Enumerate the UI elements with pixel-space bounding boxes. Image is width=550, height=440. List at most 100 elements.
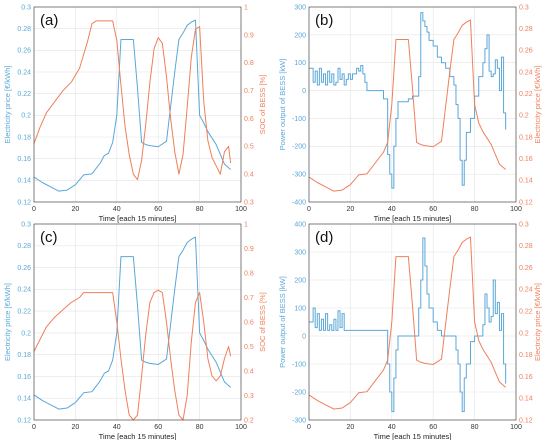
- left-tick-label: 400: [294, 221, 306, 228]
- left-tick-label: 0.16: [17, 374, 31, 381]
- left-tick-label: 0.22: [17, 91, 31, 98]
- plot-frame: [308, 223, 517, 421]
- left-tick-label: 0: [302, 333, 306, 340]
- right-axis-label: Electricity price [€/kWh]: [533, 283, 542, 361]
- right-axis-label: Electricity price [€/kWh]: [533, 66, 542, 144]
- left-tick-label: 0.18: [17, 134, 31, 141]
- left-tick-label: 0.2: [21, 113, 31, 120]
- right-tick-label: 0.2: [519, 113, 529, 120]
- left-tick-label: 0.26: [17, 265, 31, 272]
- panel-label: (b): [315, 12, 333, 29]
- x-tick-label: 60: [154, 206, 162, 213]
- right-tick-label: 0.4: [244, 172, 254, 179]
- left-axis-series-line: [309, 12, 507, 189]
- plot-area: [309, 7, 516, 202]
- left-tick-label: 0.16: [17, 156, 31, 163]
- left-tick-label: 0.2: [21, 330, 31, 337]
- left-tick-label: 100: [294, 305, 306, 312]
- right-tick-label: 0.3: [519, 4, 529, 11]
- right-axis-series-line: [33, 20, 232, 181]
- left-tick-label: 0.28: [17, 26, 31, 33]
- right-tick-label: 0.12: [519, 417, 533, 424]
- panel-label: (c): [40, 229, 58, 246]
- left-axis-series-line: [309, 237, 507, 413]
- right-tick-label: 0.3: [244, 199, 254, 206]
- x-tick-label: 0: [32, 424, 36, 431]
- x-tick-label: 80: [471, 424, 479, 431]
- x-tick-label: 100: [510, 206, 522, 213]
- left-tick-label: -300: [292, 172, 306, 179]
- x-tick-label: 100: [235, 424, 247, 431]
- x-tick-label: 80: [196, 424, 204, 431]
- x-axis-label: Time [each 15 minutes]: [99, 432, 177, 440]
- x-tick-label: 20: [72, 424, 80, 431]
- chart-panel: 0 20 40 60 80 100 0.12 0.14 0.16 0.18 0.2 0.22 0.24 0…: [3, 221, 267, 440]
- right-tick-label: 0.8: [244, 60, 254, 67]
- x-tick-label: 20: [72, 206, 80, 213]
- right-tick-label: 0.18: [519, 352, 533, 359]
- right-tick-label: 1: [244, 4, 248, 11]
- right-tick-label: 0.24: [519, 69, 533, 76]
- left-tick-label: 0.3: [21, 4, 31, 11]
- right-tick-label: 0.26: [519, 48, 533, 55]
- right-tick-label: 0.9: [244, 246, 254, 253]
- left-tick-label: 0.18: [17, 352, 31, 359]
- x-tick-label: 40: [113, 206, 121, 213]
- left-tick-label: 0.24: [17, 69, 31, 76]
- x-tick-label: 40: [388, 424, 396, 431]
- right-tick-label: 0.4: [244, 368, 254, 375]
- x-tick-label: 0: [307, 206, 311, 213]
- right-tick-label: 0.22: [519, 91, 533, 98]
- left-axis-label: Electricity price [€/kWh]: [3, 283, 12, 361]
- right-tick-label: 0.18: [519, 134, 533, 141]
- x-tick-label: 80: [196, 206, 204, 213]
- plot-frame: [33, 223, 242, 421]
- right-tick-label: 0.12: [519, 199, 533, 206]
- left-tick-label: -100: [292, 116, 306, 123]
- x-tick-label: 60: [429, 206, 437, 213]
- right-tick-label: 0.5: [244, 144, 254, 151]
- left-tick-label: 0.12: [17, 199, 31, 206]
- right-tick-label: 0.14: [519, 178, 533, 185]
- right-tick-label: 0.5: [244, 344, 254, 351]
- left-tick-label: 100: [294, 60, 306, 67]
- left-tick-label: 0.24: [17, 287, 31, 294]
- x-tick-label: 20: [347, 206, 355, 213]
- left-tick-label: 200: [294, 277, 306, 284]
- x-tick-label: 40: [113, 424, 121, 431]
- plot-area: [309, 224, 516, 420]
- right-tick-label: 0.3: [519, 221, 529, 228]
- chart-panel: 0 20 40 60 80 100 -300 -200 -100 0 100 200 300 400 0.1…: [278, 221, 542, 440]
- right-tick-label: 0.6: [244, 319, 254, 326]
- left-tick-label: -400: [292, 199, 306, 206]
- x-tick-label: 100: [510, 424, 522, 431]
- right-tick-label: 0.6: [244, 116, 254, 123]
- left-tick-label: 0.12: [17, 417, 31, 424]
- left-tick-label: 0.14: [17, 178, 31, 185]
- left-axis-label: Power output of BESS [kW]: [278, 59, 287, 151]
- x-tick-label: 0: [32, 206, 36, 213]
- left-tick-label: 0.26: [17, 48, 31, 55]
- x-tick-label: 40: [388, 206, 396, 213]
- left-axis-label: Power output of BESS [kW]: [278, 276, 287, 368]
- right-axis-series-line: [308, 236, 506, 410]
- panel-label: (a): [40, 12, 58, 29]
- x-tick-label: 20: [347, 424, 355, 431]
- left-tick-label: -100: [292, 361, 306, 368]
- right-axis-label: SOC of BESS [%]: [258, 292, 267, 352]
- right-tick-label: 0.7: [244, 295, 254, 302]
- right-tick-label: 0.7: [244, 88, 254, 95]
- plot-area: [34, 7, 241, 202]
- right-tick-label: 0.26: [519, 265, 533, 272]
- right-tick-label: 0.3: [244, 393, 254, 400]
- left-tick-label: 0.14: [17, 396, 31, 403]
- plot-frame: [308, 6, 517, 203]
- right-tick-label: 0.8: [244, 270, 254, 277]
- left-axis-series-line: [33, 19, 231, 192]
- left-tick-label: 0.3: [21, 221, 31, 228]
- left-axis-label: Electricity price [€/kWh]: [3, 66, 12, 144]
- plot-area: [34, 224, 241, 420]
- left-tick-label: 0: [302, 88, 306, 95]
- left-tick-label: 0.28: [17, 243, 31, 250]
